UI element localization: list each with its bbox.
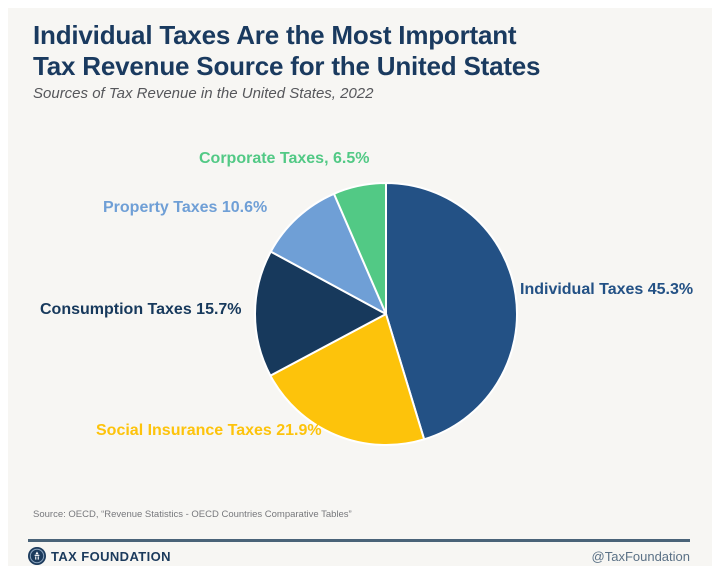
slice-label-social-insurance-taxes: Social Insurance Taxes 21.9% [96, 422, 322, 439]
pie-chart-svg [254, 182, 519, 446]
pie-slice-consumption-taxes [254, 250, 387, 377]
slice-label-property-taxes: Property Taxes 10.6% [103, 199, 268, 216]
footer-bar: TAX FOUNDATION @TaxFoundation [28, 546, 690, 566]
infographic-panel: Individual Taxes Are the Most Important … [8, 8, 712, 566]
slice-label-corporate-taxes: Corporate Taxes, 6.5% [199, 150, 370, 167]
title-line-1: Individual Taxes Are the Most Important [33, 20, 517, 50]
brand-name: TAX FOUNDATION [51, 548, 171, 564]
tax-foundation-logo-icon [28, 547, 46, 565]
pie-slice-individual-taxes [385, 182, 519, 441]
slice-label-individual-taxes: Individual Taxes 45.3% [520, 281, 694, 298]
slice-label-consumption-taxes: Consumption Taxes 15.7% [40, 301, 242, 318]
title-line-2: Tax Revenue Source for the United States [33, 51, 541, 81]
page-title: Individual Taxes Are the Most Important … [33, 20, 541, 82]
pie-slice-corporate-taxes [332, 182, 387, 315]
pie-slice-social-insurance-taxes [269, 313, 426, 446]
chart-subtitle: Sources of Tax Revenue in the United Sta… [33, 85, 374, 102]
footer-divider [28, 539, 690, 542]
social-handle: @TaxFoundation [591, 548, 690, 564]
pie-slice-property-taxes [269, 192, 387, 315]
source-note: Source: OECD, “Revenue Statistics - OECD… [33, 509, 352, 520]
brand-lockup: TAX FOUNDATION [28, 547, 171, 565]
pie-chart [238, 166, 534, 462]
